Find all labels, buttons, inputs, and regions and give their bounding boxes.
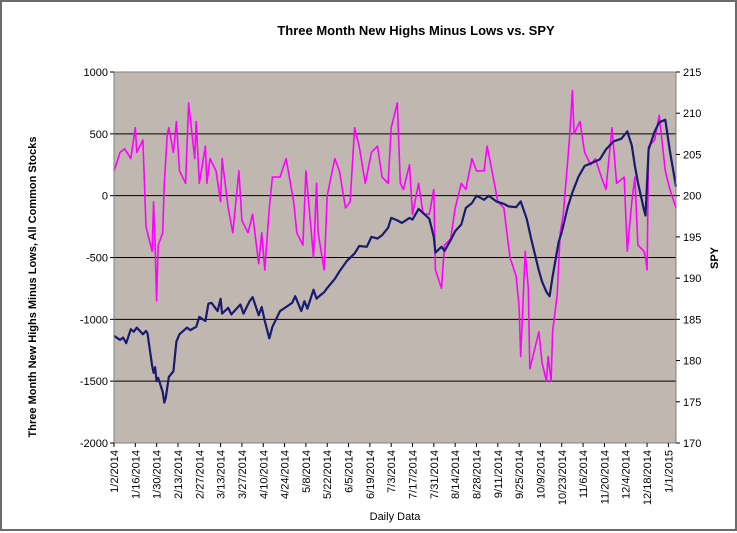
x-tick-label: 6/5/2014 (344, 450, 356, 493)
x-tick-label: 1/30/2014 (152, 450, 164, 499)
x-tick-label: 11/20/2014 (599, 450, 611, 504)
y-axis-right: 215 210 205 200 195 190 185 180 175 170 (676, 67, 701, 450)
y2-tick-label: 190 (683, 273, 701, 285)
x-tick-label: 8/14/2014 (450, 450, 462, 499)
x-tick-label: 7/17/2014 (408, 450, 420, 499)
series-line-highs-minus-lows (113, 89, 677, 383)
y2-axis-title: SPY (709, 246, 721, 269)
y-tick-label: 0 (102, 191, 108, 203)
x-tick-label: 8/28/2014 (471, 450, 483, 499)
y2-tick-label: 210 (683, 108, 701, 120)
series-layer (113, 89, 678, 404)
y2-tick-label: 195 (683, 232, 701, 244)
y-axis-left: 1000 500 0 -500 -1000 -1500 -2000 (80, 67, 114, 450)
x-tick-label: 6/19/2014 (365, 450, 377, 499)
y-axis-title: Three Month New Highs Minus Lows, All Co… (27, 137, 39, 438)
x-tick-label: 5/8/2014 (301, 450, 313, 493)
x-tick-label: 2/27/2014 (194, 450, 206, 499)
y2-tick-label: 185 (683, 314, 701, 326)
x-tick-label: 1/1/2015 (663, 450, 675, 493)
x-tick-label: 2/13/2014 (173, 450, 185, 499)
y2-tick-label: 205 (683, 149, 701, 161)
y-tick-label: -1000 (80, 314, 108, 326)
series-line-spy (113, 118, 678, 404)
chart-title: Three Month New Highs Minus Lows vs. SPY (277, 23, 555, 38)
x-tick-label: 1/2/2014 (109, 450, 121, 493)
y2-tick-label: 200 (683, 191, 701, 203)
x-axis-title: Daily Data (370, 511, 422, 523)
y-tick-label: 500 (90, 129, 108, 141)
x-tick-label: 7/31/2014 (429, 450, 441, 499)
y2-tick-label: 180 (683, 356, 701, 368)
y2-tick-label: 170 (683, 438, 701, 450)
y-tick-label: -1500 (80, 376, 108, 388)
x-tick-label: 5/22/2014 (322, 450, 334, 499)
y-tick-label: 1000 (84, 67, 108, 79)
x-tick-label: 10/9/2014 (535, 450, 547, 499)
x-tick-label: 4/24/2014 (280, 450, 292, 499)
x-tick-label: 10/23/2014 (557, 450, 569, 505)
x-tick-label: 9/25/2014 (514, 450, 526, 499)
x-tick-label: 3/13/2014 (216, 450, 228, 499)
x-tick-label: 4/10/2014 (258, 450, 270, 499)
x-tick-label: 11/6/2014 (578, 450, 590, 498)
y-tick-label: -2000 (80, 438, 108, 450)
x-axis: 1/2/2014 1/16/2014 1/30/2014 2/13/2014 2/27/… (109, 443, 675, 505)
y-tick-label: -500 (86, 253, 108, 265)
y2-tick-label: 175 (683, 397, 701, 409)
x-tick-label: 12/4/2014 (621, 450, 633, 499)
x-tick-label: 7/3/2014 (386, 450, 398, 493)
x-tick-label: 3/27/2014 (237, 450, 249, 499)
x-tick-label: 1/16/2014 (130, 450, 142, 499)
x-tick-label: 9/11/2014 (493, 450, 505, 498)
y2-tick-label: 215 (683, 67, 701, 79)
x-tick-label: 12/18/2014 (642, 450, 654, 505)
